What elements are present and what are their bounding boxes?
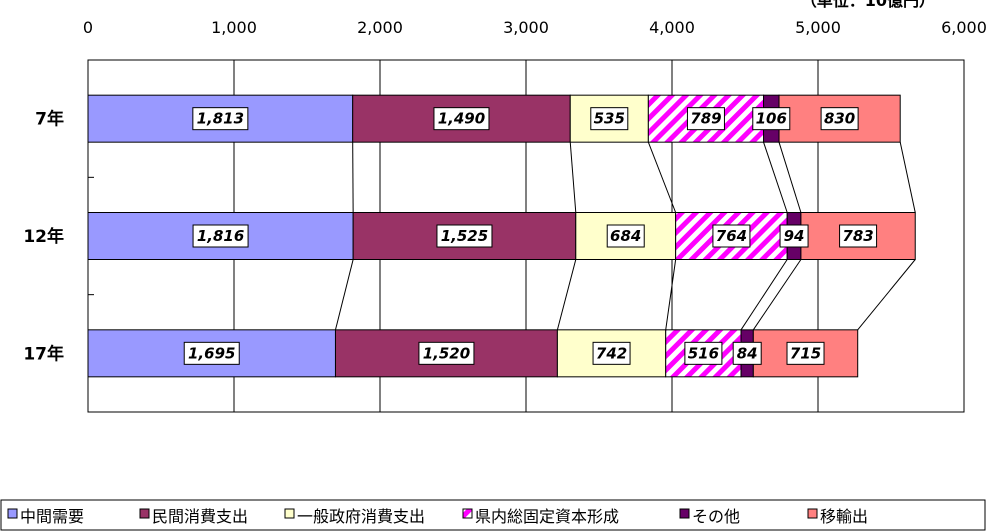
legend-swatch [139, 508, 150, 519]
data-label: 830 [824, 110, 855, 128]
data-label-box [686, 107, 725, 131]
legend-swatch [807, 508, 818, 519]
legend-box [0, 499, 986, 531]
data-label-box [684, 341, 723, 365]
bar-segment [800, 212, 916, 260]
x-tick-label: 0 [83, 18, 93, 37]
data-label-box [433, 107, 490, 131]
series-connector [857, 259, 916, 331]
legend-label: 民間消費支出 [152, 507, 248, 526]
data-label: 106 [756, 110, 787, 128]
x-tick-label: 4,000 [649, 18, 695, 37]
data-label-box [752, 107, 791, 131]
series-connector [569, 142, 577, 213]
plot-area: 7年 12年 17年 1,813 1,490 535 789 106 830 1,816 1,525… [23, 59, 965, 413]
x-tick-label: 5,000 [795, 18, 841, 37]
x-tick-label: 2,000 [357, 18, 403, 37]
data-label-box [606, 224, 645, 248]
data-label-box [779, 224, 809, 248]
data-label-box [820, 107, 859, 131]
series-connector [740, 259, 788, 331]
data-label: 684 [610, 227, 641, 245]
data-label: 1,490 [438, 110, 485, 128]
data-label-box [183, 341, 240, 365]
legend-label: 一般政府消費支出 [297, 507, 425, 526]
legend-swatch [284, 508, 295, 519]
legend-swatch [7, 508, 18, 519]
data-label-box [192, 107, 249, 131]
data-label: 715 [790, 344, 821, 362]
data-label: 1,816 [197, 227, 244, 245]
data-label-box [418, 341, 475, 365]
data-label-box [786, 341, 825, 365]
series-connector [778, 142, 802, 213]
data-label: 1,520 [423, 344, 470, 362]
category-label: 17年 [23, 343, 64, 364]
data-label: 1,813 [197, 110, 244, 128]
series-connector [899, 142, 916, 213]
data-label: 764 [716, 227, 747, 245]
legend-label: 移輸出 [820, 507, 868, 526]
category-label: 12年 [23, 226, 64, 247]
data-label-box [839, 224, 878, 248]
data-label: 1,525 [441, 227, 488, 245]
series-connector [334, 259, 354, 330]
data-label: 783 [842, 227, 873, 245]
x-tick-label: 6,000 [941, 18, 987, 37]
data-label-box [712, 224, 751, 248]
legend-label: 県内総固定資本形成 [475, 507, 619, 526]
data-label: 742 [596, 344, 627, 362]
series-connector [665, 259, 677, 330]
series-connector [763, 142, 788, 213]
unit-note: （単位：10億円） [801, 0, 935, 10]
legend-swatch [679, 508, 690, 519]
data-label-box [192, 224, 249, 248]
data-label-box [732, 341, 762, 365]
series-connector [556, 259, 577, 330]
x-tick-label: 3,000 [503, 18, 549, 37]
data-label: 1,695 [188, 344, 235, 362]
legend-label: 中間需要 [20, 507, 84, 526]
data-label: 516 [688, 344, 719, 362]
legend-label: その他 [692, 507, 740, 526]
category-label: 7年 [35, 109, 64, 130]
x-tick-label: 1,000 [211, 18, 257, 37]
x-axis-tick-labels: 0 1,000 2,000 3,000 4,000 5,000 6,000 [83, 18, 987, 37]
legend: 中間需要 民間消費支出 一般政府消費支出 県内総固定資本形成 その他 移輸出 [0, 499, 986, 531]
legend-swatch [462, 508, 473, 519]
data-label: 84 [737, 344, 758, 362]
data-label: 94 [784, 227, 805, 245]
series-connector [647, 141, 677, 213]
data-label: 789 [690, 110, 721, 128]
data-label-box [590, 107, 629, 131]
data-label: 535 [594, 110, 625, 128]
data-label-box [592, 341, 631, 365]
series-connector [752, 259, 802, 331]
data-label-box [436, 224, 493, 248]
